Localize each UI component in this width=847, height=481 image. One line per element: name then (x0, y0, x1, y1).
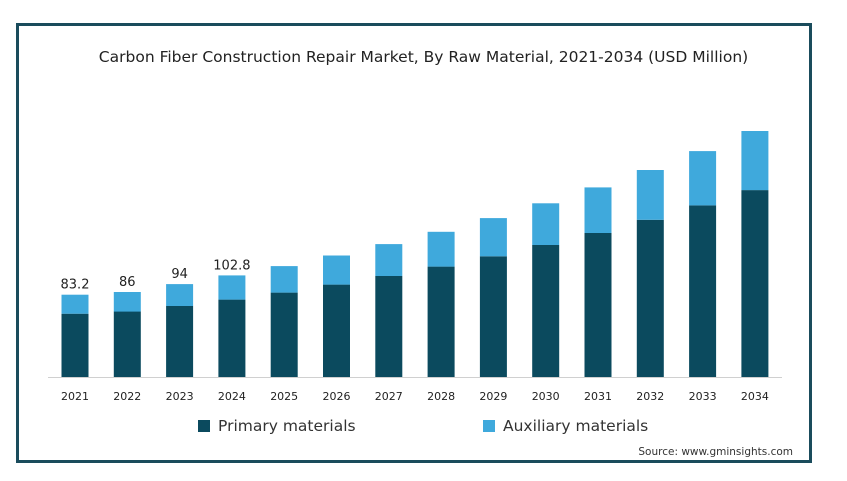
x-tick-label-2028: 2028 (427, 390, 455, 403)
bar-primary-2027 (375, 276, 403, 377)
bar-auxiliary-2029 (479, 218, 507, 257)
data-label-2021: 83.2 (61, 278, 90, 293)
bar-primary-2033 (689, 205, 717, 377)
x-tick-label-2034: 2034 (741, 390, 769, 403)
bar-primary-2029 (479, 256, 507, 377)
bar-auxiliary-2033 (689, 151, 717, 206)
bar-primary-2024 (218, 299, 246, 377)
bar-primary-2022 (113, 311, 141, 377)
x-tick-label-2029: 2029 (479, 390, 507, 403)
data-label-2023: 94 (171, 267, 188, 282)
x-tick-label-2031: 2031 (584, 390, 612, 403)
x-tick-label-2026: 2026 (323, 390, 351, 403)
x-tick-label-2021: 2021 (61, 390, 89, 403)
bar-auxiliary-2032 (636, 170, 664, 220)
bar-auxiliary-2021 (61, 294, 89, 314)
chart-legend: Primary materials Auxiliary materials (0, 417, 847, 439)
x-tick-label-2024: 2024 (218, 390, 246, 403)
x-tick-label-2027: 2027 (375, 390, 403, 403)
bar-auxiliary-2023 (166, 284, 194, 306)
bar-primary-2023 (166, 305, 194, 377)
x-tick-label-2022: 2022 (113, 390, 141, 403)
x-tick-label-2023: 2023 (166, 390, 194, 403)
legend-label-auxiliary: Auxiliary materials (503, 417, 649, 435)
bar-primary-2031 (584, 232, 612, 377)
bar-auxiliary-2026 (323, 255, 350, 285)
bar-primary-2028 (427, 266, 455, 377)
source-note: Source: www.gminsights.com (638, 446, 793, 458)
bar-auxiliary-2031 (584, 187, 612, 233)
legend-swatch-auxiliary (483, 420, 495, 432)
data-label-2024: 102.8 (213, 258, 250, 273)
bar-primary-2021 (61, 313, 89, 377)
bar-auxiliary-2022 (113, 292, 141, 312)
bar-auxiliary-2034 (741, 131, 769, 191)
data-label-2022: 86 (119, 275, 136, 290)
bar-auxiliary-2028 (427, 231, 455, 267)
bar-primary-2034 (741, 190, 769, 377)
legend-item-primary: Primary materials (198, 417, 356, 435)
legend-swatch-primary (198, 420, 210, 432)
bar-primary-2025 (270, 292, 298, 377)
bar-auxiliary-2030 (532, 203, 560, 245)
x-tick-label-2032: 2032 (636, 390, 664, 403)
bar-auxiliary-2027 (375, 244, 403, 276)
chart-title: Carbon Fiber Construction Repair Market,… (98, 48, 749, 66)
chart-frame (16, 23, 812, 463)
bar-primary-2026 (323, 284, 350, 377)
x-tick-label-2033: 2033 (689, 390, 717, 403)
x-tick-label-2025: 2025 (270, 390, 298, 403)
bar-primary-2032 (636, 219, 664, 377)
bar-auxiliary-2025 (270, 266, 298, 293)
bar-primary-2030 (532, 245, 560, 377)
x-tick-label-2030: 2030 (532, 390, 560, 403)
legend-item-auxiliary: Auxiliary materials (483, 417, 648, 435)
legend-label-primary: Primary materials (218, 417, 356, 435)
bar-auxiliary-2024 (218, 275, 246, 300)
